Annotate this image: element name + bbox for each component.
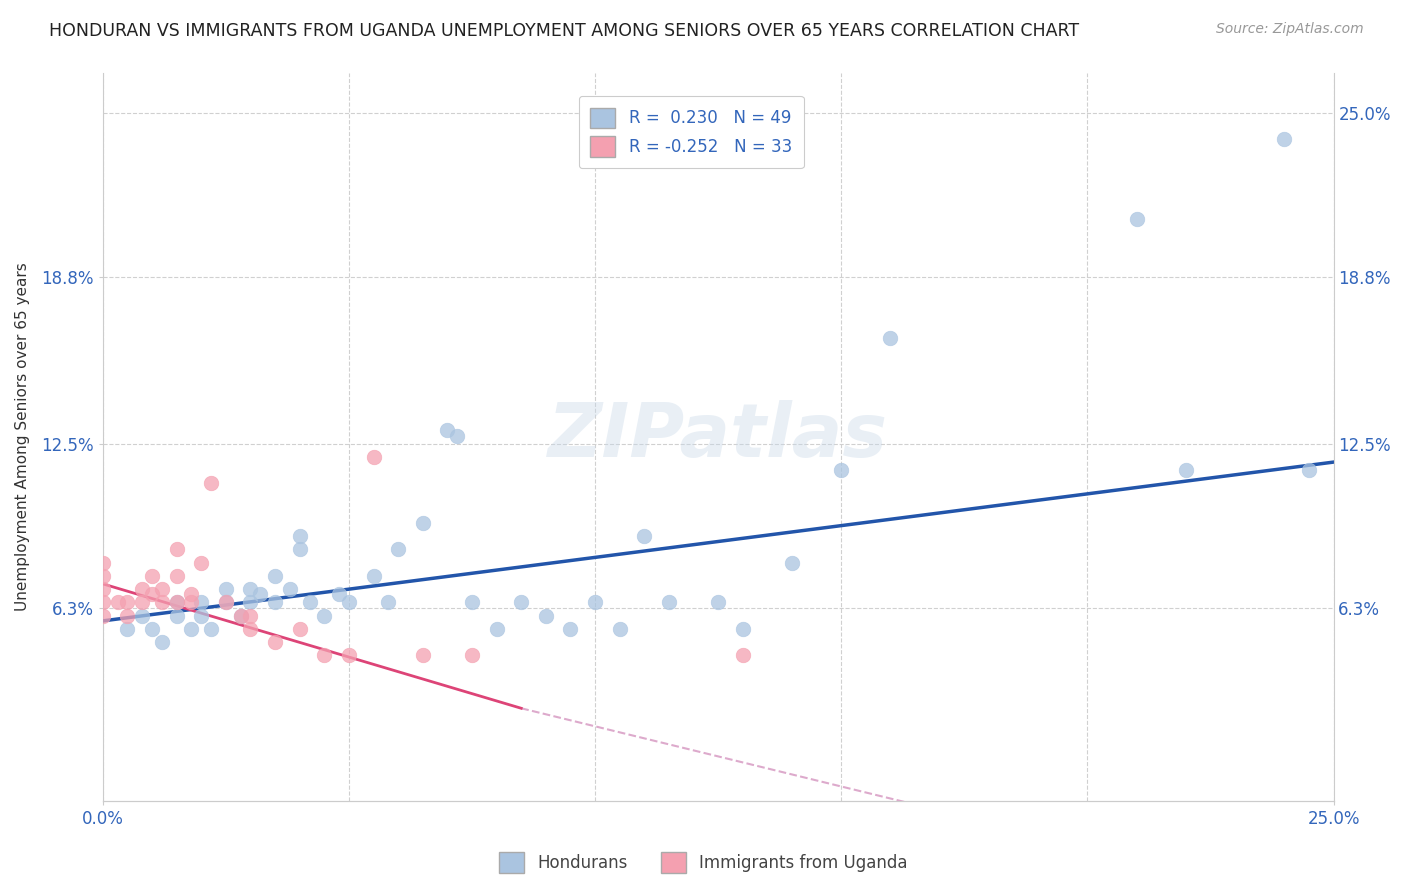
Point xyxy=(166,608,188,623)
Point xyxy=(288,529,311,543)
Point xyxy=(1125,211,1147,226)
Point xyxy=(328,587,350,601)
Point xyxy=(166,542,188,557)
Point xyxy=(363,569,385,583)
Point xyxy=(583,595,606,609)
Point xyxy=(461,648,484,663)
Point xyxy=(314,608,336,623)
Point xyxy=(707,595,730,609)
Point xyxy=(1174,463,1197,477)
Y-axis label: Unemployment Among Seniors over 65 years: Unemployment Among Seniors over 65 years xyxy=(15,262,30,611)
Point xyxy=(91,608,114,623)
Point xyxy=(436,423,458,437)
Point xyxy=(107,595,129,609)
Point xyxy=(288,622,311,636)
Point xyxy=(91,595,114,609)
Point xyxy=(1298,463,1320,477)
Point xyxy=(150,635,173,649)
Point xyxy=(731,622,754,636)
Point xyxy=(387,542,409,557)
Point xyxy=(337,595,360,609)
Point xyxy=(609,622,631,636)
Point xyxy=(560,622,582,636)
Point xyxy=(141,622,163,636)
Point xyxy=(166,569,188,583)
Point xyxy=(830,463,852,477)
Point xyxy=(264,635,287,649)
Point xyxy=(215,595,238,609)
Point xyxy=(150,595,173,609)
Point xyxy=(879,331,901,345)
Point xyxy=(180,622,202,636)
Point xyxy=(141,569,163,583)
Point xyxy=(363,450,385,464)
Point xyxy=(190,608,212,623)
Point xyxy=(658,595,681,609)
Point xyxy=(249,587,271,601)
Point xyxy=(91,582,114,596)
Point xyxy=(446,428,468,442)
Point xyxy=(131,595,153,609)
Point xyxy=(780,556,803,570)
Point xyxy=(215,582,238,596)
Point xyxy=(314,648,336,663)
Point xyxy=(91,569,114,583)
Point xyxy=(215,595,238,609)
Point xyxy=(264,595,287,609)
Point xyxy=(190,556,212,570)
Point xyxy=(131,582,153,596)
Point xyxy=(166,595,188,609)
Point xyxy=(239,595,262,609)
Legend: R =  0.230   N = 49, R = -0.252   N = 33: R = 0.230 N = 49, R = -0.252 N = 33 xyxy=(579,95,804,169)
Point xyxy=(91,556,114,570)
Point xyxy=(117,595,139,609)
Text: HONDURAN VS IMMIGRANTS FROM UGANDA UNEMPLOYMENT AMONG SENIORS OVER 65 YEARS CORR: HONDURAN VS IMMIGRANTS FROM UGANDA UNEMP… xyxy=(49,22,1080,40)
Point xyxy=(239,608,262,623)
Point xyxy=(229,608,252,623)
Point xyxy=(180,587,202,601)
Point xyxy=(1272,132,1295,146)
Text: ZIPatlas: ZIPatlas xyxy=(548,401,889,474)
Point xyxy=(377,595,399,609)
Point xyxy=(633,529,655,543)
Point xyxy=(190,595,212,609)
Point xyxy=(239,582,262,596)
Point xyxy=(200,622,222,636)
Point xyxy=(166,595,188,609)
Point xyxy=(288,542,311,557)
Point xyxy=(412,516,434,530)
Text: Source: ZipAtlas.com: Source: ZipAtlas.com xyxy=(1216,22,1364,37)
Point xyxy=(485,622,508,636)
Point xyxy=(180,595,202,609)
Legend: Hondurans, Immigrants from Uganda: Hondurans, Immigrants from Uganda xyxy=(492,846,914,880)
Point xyxy=(229,608,252,623)
Point xyxy=(412,648,434,663)
Point xyxy=(117,608,139,623)
Point xyxy=(510,595,533,609)
Point xyxy=(150,582,173,596)
Point xyxy=(239,622,262,636)
Point xyxy=(298,595,321,609)
Point xyxy=(461,595,484,609)
Point xyxy=(141,587,163,601)
Point xyxy=(731,648,754,663)
Point xyxy=(337,648,360,663)
Point xyxy=(534,608,557,623)
Point xyxy=(200,476,222,491)
Point xyxy=(117,622,139,636)
Point xyxy=(264,569,287,583)
Point xyxy=(278,582,301,596)
Point xyxy=(131,608,153,623)
